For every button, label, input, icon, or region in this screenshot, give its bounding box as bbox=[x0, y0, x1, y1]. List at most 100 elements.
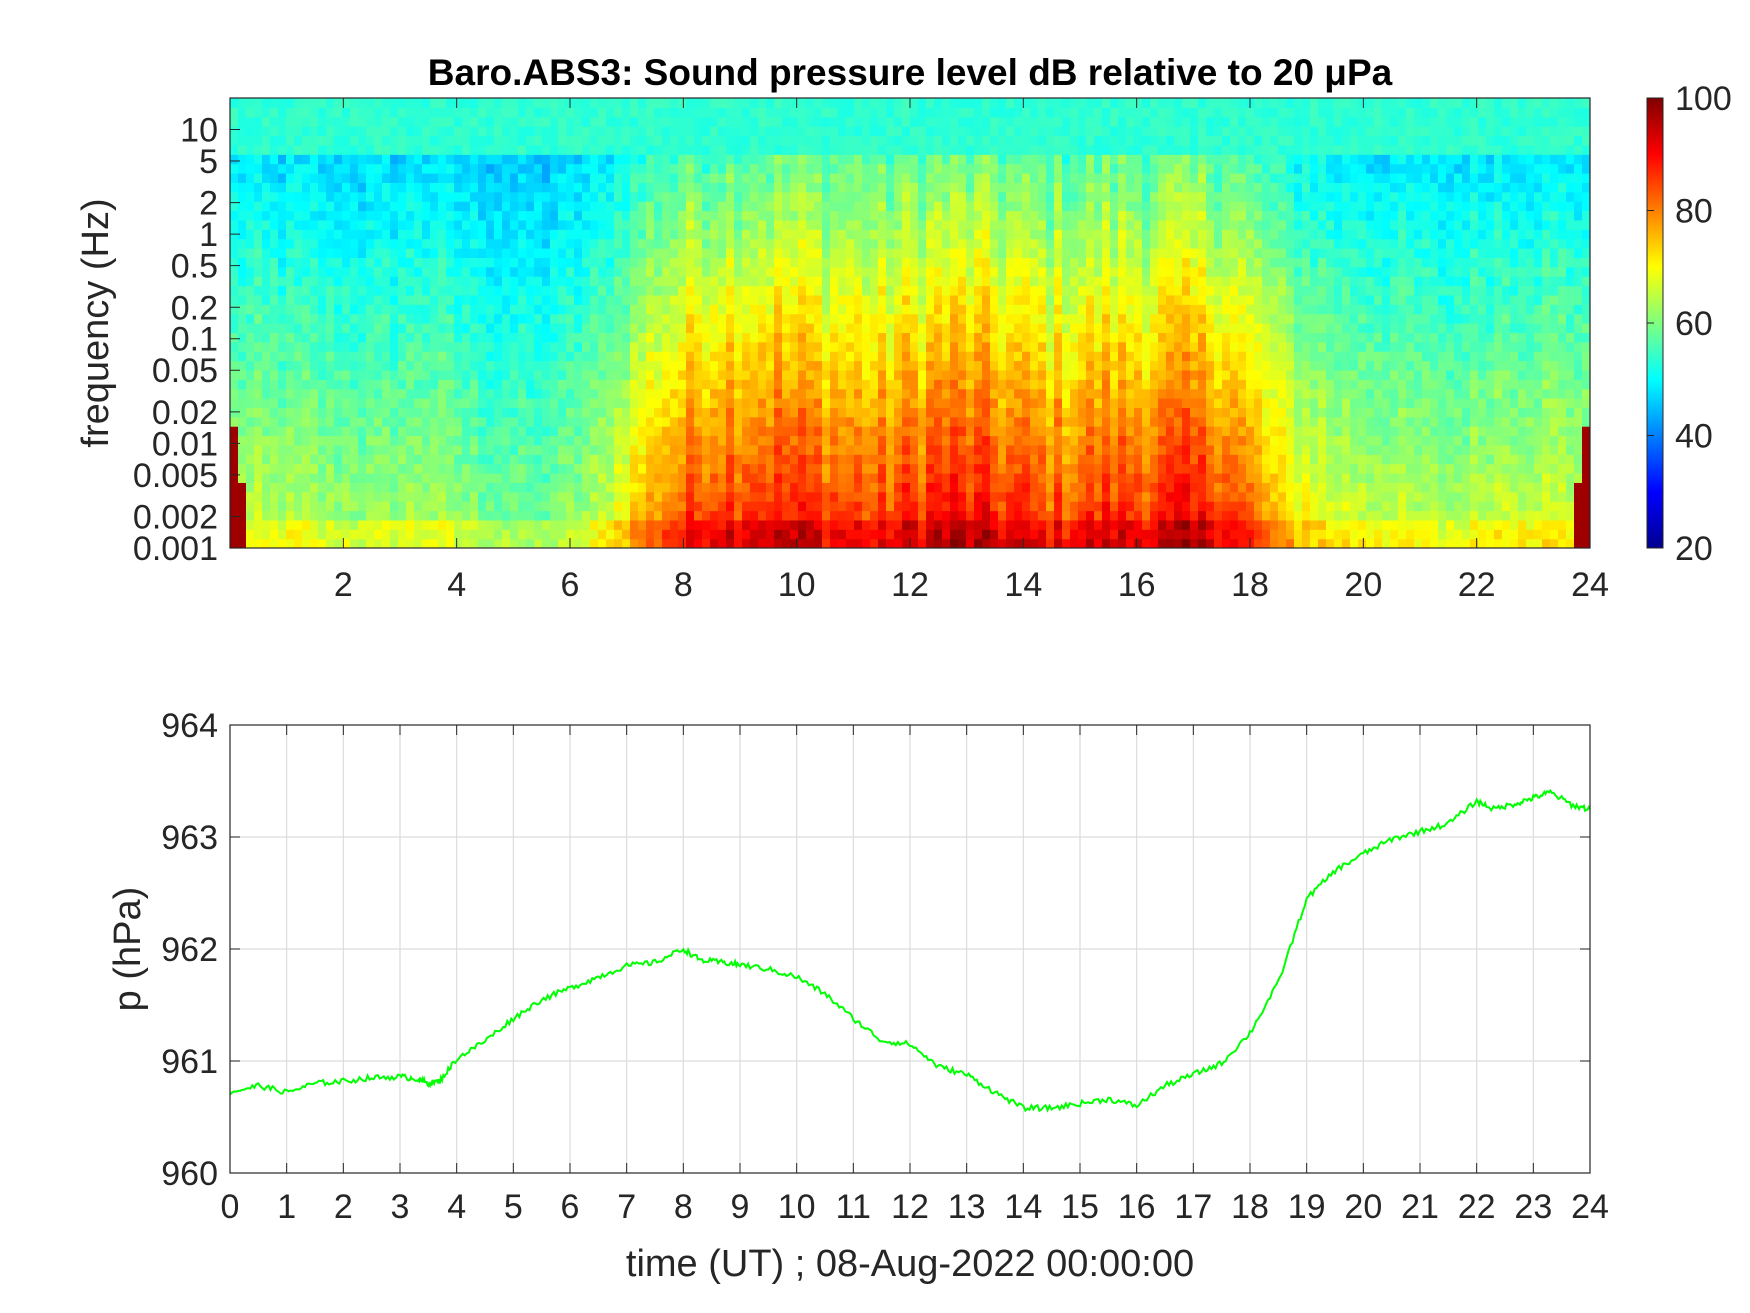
spectrogram-cell bbox=[1022, 454, 1031, 465]
spectrogram-cell bbox=[326, 538, 335, 548]
spectrogram-cell bbox=[1006, 519, 1015, 530]
spectrogram-cell bbox=[566, 519, 575, 530]
spectrogram-cell bbox=[638, 332, 647, 343]
spectrogram-cell bbox=[318, 519, 327, 530]
spectrogram-cell bbox=[318, 482, 327, 493]
spectrogram-cell bbox=[390, 463, 399, 474]
spectrogram-cell bbox=[582, 510, 591, 521]
spectrogram-cell bbox=[350, 398, 359, 408]
spectrogram-cell bbox=[854, 219, 863, 230]
spectrogram-cell bbox=[734, 219, 743, 230]
spectrogram-cell bbox=[686, 510, 695, 521]
spectrogram-cell bbox=[430, 323, 439, 333]
spectrogram-cell bbox=[374, 463, 383, 474]
spectrogram-cell bbox=[654, 388, 663, 399]
spectrogram-cell bbox=[494, 126, 503, 137]
spectrogram-cell bbox=[630, 219, 639, 230]
spectrogram-cell bbox=[686, 379, 695, 390]
spectrogram-cell bbox=[758, 351, 767, 362]
spectrogram-cell bbox=[430, 144, 439, 155]
spectrogram-cell bbox=[414, 238, 423, 249]
spectrogram-cell bbox=[854, 210, 863, 221]
spectrogram-cell bbox=[766, 98, 775, 108]
spectrogram-cell bbox=[310, 182, 319, 193]
spectrogram-cell bbox=[878, 304, 887, 315]
spectrogram-cell bbox=[910, 426, 919, 437]
spectrogram-cell bbox=[814, 135, 823, 146]
spectrogram-cell bbox=[238, 529, 247, 540]
spectrogram-cell bbox=[1054, 313, 1063, 324]
spectrogram-cell bbox=[870, 454, 879, 465]
spectrogram-cell bbox=[326, 501, 335, 512]
spectrogram-cell bbox=[254, 219, 263, 230]
spectrogram-cell bbox=[558, 369, 567, 380]
spectrogram-cell bbox=[326, 313, 335, 324]
spectrogram-cell bbox=[334, 98, 343, 108]
spectrogram-cell bbox=[238, 304, 247, 315]
spectrogram-cell bbox=[942, 501, 951, 512]
spectrogram-cell bbox=[894, 407, 903, 418]
spectrogram-cell bbox=[454, 182, 463, 193]
spectrogram-cell bbox=[294, 276, 303, 287]
spectrogram-cell bbox=[382, 173, 391, 183]
spectrogram-cell bbox=[278, 510, 287, 521]
spectrogram-cell bbox=[974, 126, 983, 137]
spectrogram-cell bbox=[390, 276, 399, 287]
spectrogram-cell bbox=[526, 210, 535, 221]
spectrogram-cell bbox=[430, 379, 439, 390]
spectrogram-cell bbox=[894, 294, 903, 305]
spectrogram-cell bbox=[950, 135, 959, 146]
spectrogram-cell bbox=[982, 379, 991, 390]
spectrogram-cell bbox=[1022, 238, 1031, 249]
spectrogram-cell bbox=[302, 257, 311, 268]
spectrogram-cell bbox=[478, 144, 487, 155]
spectrogram-cell bbox=[302, 435, 311, 446]
spectrogram-cell bbox=[734, 182, 743, 193]
spectrogram-cell bbox=[918, 482, 927, 493]
spectrogram-cell bbox=[958, 529, 967, 540]
spectrogram-cell bbox=[622, 519, 631, 530]
spectrogram-cell bbox=[446, 210, 455, 221]
spectrogram-cell bbox=[838, 332, 847, 343]
spectrogram-cell bbox=[862, 341, 871, 352]
spectrogram-cell bbox=[814, 323, 823, 333]
spectrogram-cell bbox=[318, 248, 327, 258]
spectrogram-cell bbox=[342, 351, 351, 362]
spectrogram-cell bbox=[670, 285, 679, 296]
spectrogram-cell bbox=[446, 144, 455, 155]
spectrogram-cell bbox=[886, 163, 895, 174]
spectrogram-cell bbox=[926, 191, 935, 202]
spectrogram-cell bbox=[390, 482, 399, 493]
spectrogram-cell bbox=[390, 360, 399, 371]
spectrogram-cell bbox=[670, 126, 679, 137]
spectrogram-cell bbox=[270, 323, 279, 333]
spectrogram-cell bbox=[262, 107, 271, 118]
spectrogram-cell bbox=[998, 304, 1007, 315]
spectrogram-cell bbox=[942, 276, 951, 287]
spectrogram-cell bbox=[1014, 219, 1023, 230]
spectrogram-cell bbox=[366, 276, 375, 287]
spectrogram-cell bbox=[998, 379, 1007, 390]
spectrogram-cell bbox=[294, 538, 303, 548]
spectrogram-cell bbox=[742, 248, 751, 258]
spectrogram-cell bbox=[358, 285, 367, 296]
spectrogram-cell bbox=[518, 351, 527, 362]
spectrogram-cell bbox=[606, 426, 615, 437]
spectrogram-cell bbox=[742, 435, 751, 446]
spectrogram-cell bbox=[734, 538, 743, 548]
spectrogram-cell bbox=[854, 238, 863, 249]
spectrogram-cell bbox=[662, 107, 671, 118]
spectrogram-cell bbox=[854, 201, 863, 212]
spectrogram-cell bbox=[966, 519, 975, 530]
spectrogram-cell bbox=[846, 144, 855, 155]
spectrogram-cell bbox=[238, 135, 247, 146]
spectrogram-cell bbox=[758, 191, 767, 202]
spectrogram-cell bbox=[278, 266, 287, 277]
spectrogram-cell bbox=[294, 144, 303, 155]
spectrogram-cell bbox=[390, 313, 399, 324]
spectrogram-cell bbox=[966, 154, 975, 165]
spectrogram-cell bbox=[910, 238, 919, 249]
spectrogram-cell bbox=[630, 407, 639, 418]
spectrogram-cell bbox=[342, 501, 351, 512]
spectrogram-cell bbox=[1046, 491, 1055, 502]
